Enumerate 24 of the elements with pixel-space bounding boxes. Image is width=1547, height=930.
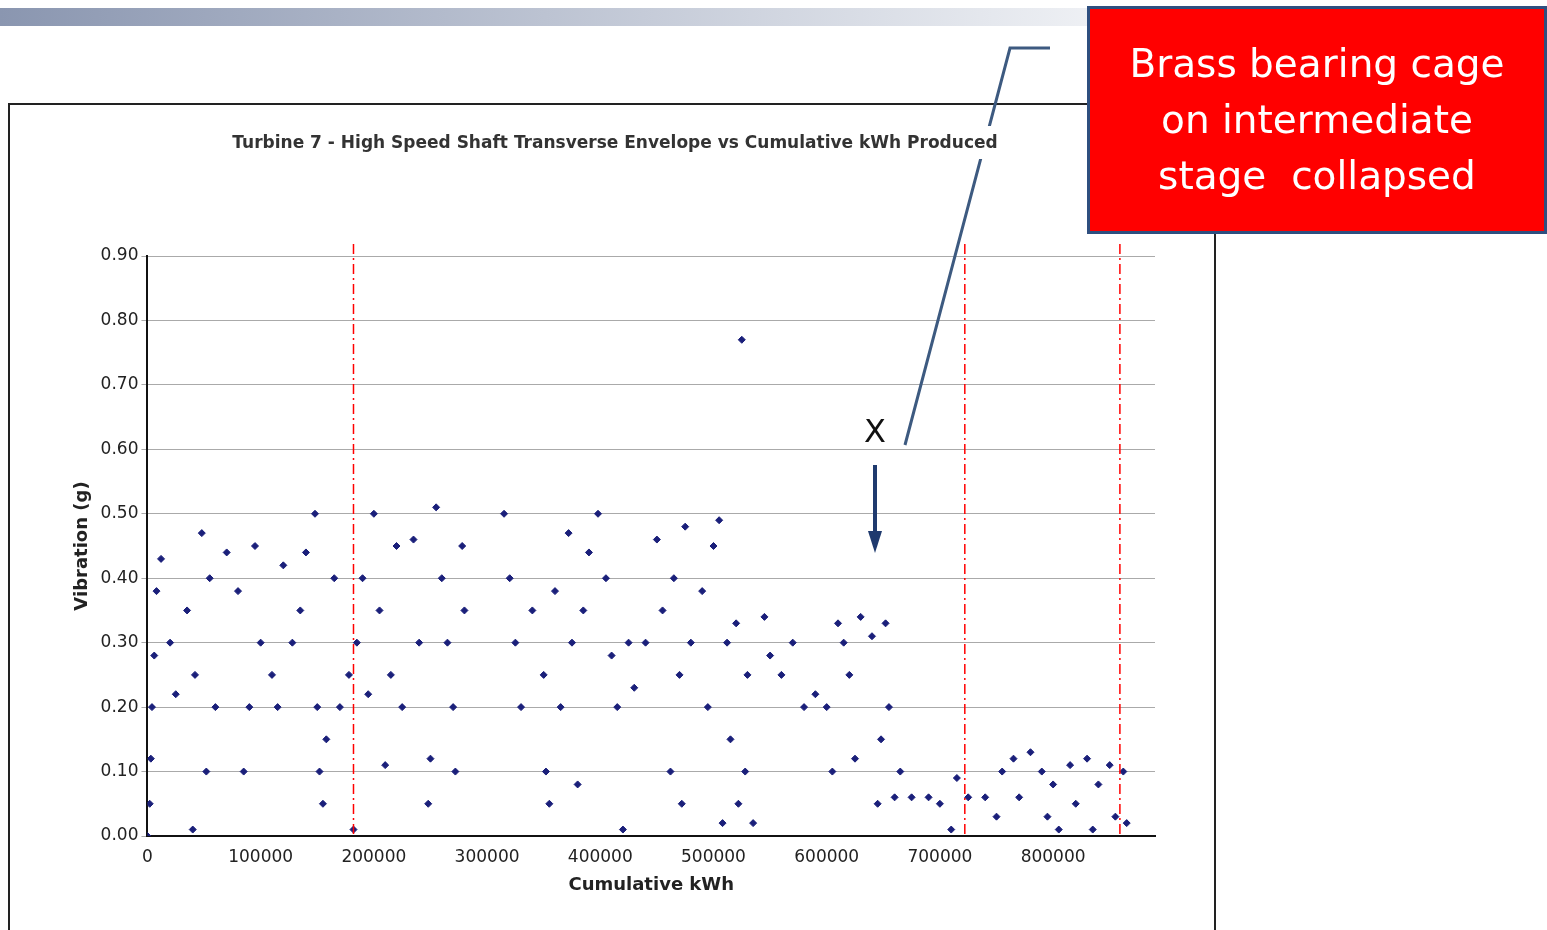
x-tick-label: 200000 bbox=[341, 845, 407, 866]
y-tick-label: 0.10 bbox=[100, 759, 139, 780]
y-tick-label: 0.50 bbox=[100, 502, 139, 523]
annotation: X bbox=[863, 412, 887, 450]
x-tick-label: 700000 bbox=[907, 845, 973, 866]
x-tick-label: 100000 bbox=[228, 845, 294, 866]
x-tick-label: 300000 bbox=[454, 845, 520, 866]
x-tick-label: 800000 bbox=[1020, 845, 1086, 866]
text: Brass bearing cage on intermediate stage collapsed bbox=[1087, 6, 1547, 234]
x-tick-label: 500000 bbox=[681, 845, 746, 866]
y-tick-label: 0.80 bbox=[100, 308, 139, 329]
y-tick-label: 0.00 bbox=[100, 824, 139, 845]
x-tick-label: 400000 bbox=[567, 845, 633, 866]
x-axis-title: Cumulative kWh bbox=[568, 872, 734, 894]
y-tick-label: 0.20 bbox=[100, 695, 139, 716]
x-tick-label: 0 bbox=[142, 845, 153, 866]
y-tick-label: 0.70 bbox=[100, 373, 139, 394]
chart-title: Turbine 7 - High Speed Shaft Transverse Envelope vs Cumulative kWh Produced bbox=[230, 126, 1000, 159]
y-axis-title: Vibration (g) bbox=[70, 481, 92, 611]
x-tick-label: 600000 bbox=[794, 845, 860, 866]
y-tick-label: 0.30 bbox=[100, 631, 139, 652]
y-tick-label: 0.60 bbox=[100, 437, 139, 458]
y-tick-label: 0.40 bbox=[100, 566, 139, 587]
y-tick-label: 0.90 bbox=[100, 244, 139, 265]
